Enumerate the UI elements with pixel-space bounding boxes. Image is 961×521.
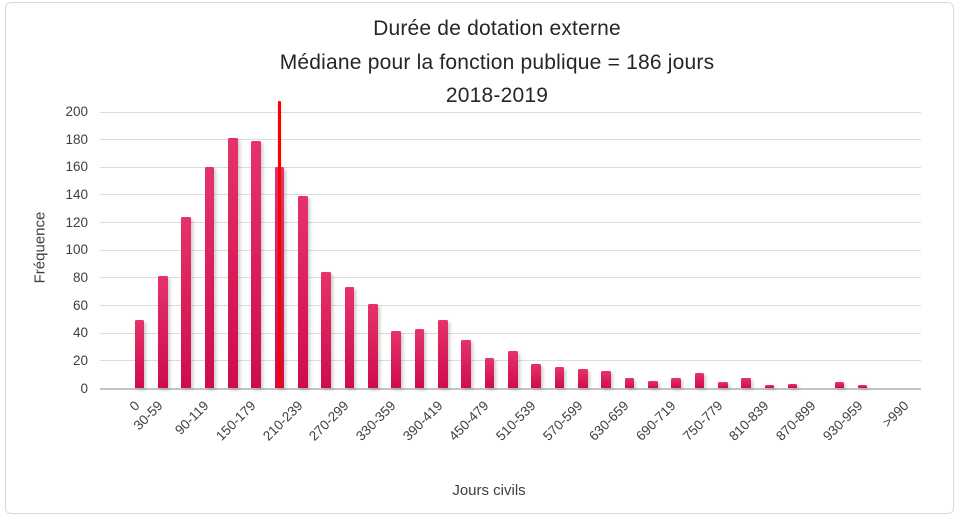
- histogram-bar: [531, 364, 541, 388]
- y-tick-label: 180: [65, 131, 88, 147]
- histogram-bar: [601, 371, 611, 388]
- histogram-bar: [461, 339, 471, 388]
- y-tick-label: 60: [72, 297, 88, 313]
- gridline: [100, 277, 921, 279]
- histogram-bar: [298, 195, 308, 388]
- histogram-bar: [344, 287, 355, 388]
- x-axis-title: Jours civils: [452, 482, 526, 499]
- y-tick-label: 200: [65, 104, 88, 119]
- gridline: [100, 305, 921, 307]
- histogram-bar: [671, 378, 681, 388]
- gridline: [100, 166, 921, 168]
- gridline: [100, 332, 921, 334]
- chart-title-line-3: 2018-2019: [445, 84, 549, 107]
- histogram-bar: [368, 303, 378, 388]
- histogram-bar: [158, 276, 168, 388]
- histogram-bar: [694, 372, 705, 388]
- histogram-bar: [391, 331, 401, 388]
- y-tick-label: 100: [65, 242, 88, 258]
- histogram-bar: [414, 328, 425, 388]
- histogram-bar: [787, 383, 798, 388]
- histogram-bar: [321, 271, 331, 388]
- y-tick-label: 160: [65, 159, 88, 175]
- chart-frame: [5, 2, 954, 514]
- gridline: [100, 222, 921, 224]
- median-line: [277, 101, 281, 388]
- histogram-bar: [508, 350, 518, 388]
- gridline: [100, 194, 921, 196]
- histogram-bar: [718, 382, 728, 388]
- chart-title-line-1: Durée de dotation externe: [373, 17, 621, 40]
- y-tick-label: 80: [72, 269, 88, 285]
- gridline: [100, 139, 921, 141]
- y-tick-label: 20: [72, 352, 88, 368]
- y-tick-label: 40: [72, 325, 88, 341]
- histogram-bar: [741, 378, 751, 388]
- histogram-bar: [764, 385, 775, 388]
- histogram-bar: [834, 382, 845, 388]
- histogram-bar: [648, 381, 658, 388]
- histogram-bar: [181, 216, 191, 388]
- histogram-bar: [857, 385, 868, 388]
- y-tick-label: 140: [65, 186, 88, 202]
- histogram-bar: [484, 357, 495, 388]
- gridline: [100, 111, 921, 113]
- histogram-bar: [134, 320, 145, 388]
- chart-title: Durée de dotation externe Médiane pour l…: [97, 12, 897, 113]
- chart-title-line-2: Médiane pour la fonction publique = 186 …: [279, 50, 715, 74]
- histogram-bar: [578, 368, 588, 388]
- histogram-bar: [438, 320, 448, 388]
- x-axis-line: [100, 388, 921, 390]
- histogram-bar: [624, 378, 635, 388]
- y-tick-label: 0: [80, 380, 88, 396]
- histogram-bar: [251, 140, 261, 388]
- histogram-bar: [204, 166, 215, 388]
- gridline: [100, 249, 921, 251]
- histogram-bar: [554, 367, 565, 388]
- y-tick-label: 120: [65, 214, 88, 230]
- histogram-bar: [228, 137, 238, 388]
